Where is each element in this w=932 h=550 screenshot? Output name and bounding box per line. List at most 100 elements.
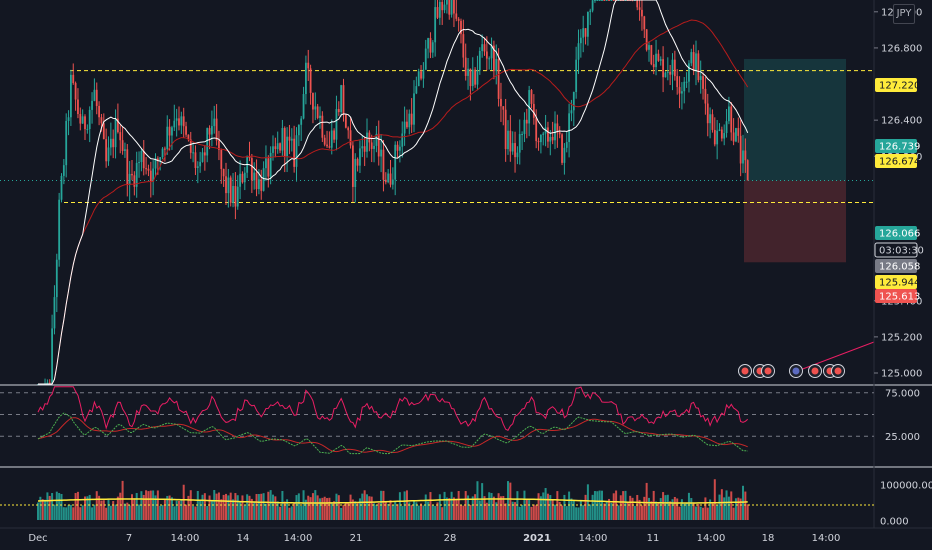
- volume-bar: [563, 494, 566, 520]
- volume-bar: [579, 500, 582, 520]
- candle-body: [84, 116, 86, 130]
- candle-body: [417, 71, 420, 87]
- volume-bar: [438, 494, 441, 520]
- candle-body: [321, 115, 324, 138]
- volume-bar: [79, 507, 82, 520]
- candle-body: [208, 128, 211, 135]
- candle-body: [234, 186, 237, 207]
- candle-body: [709, 114, 711, 124]
- candle-body: [450, 0, 453, 15]
- candle-body: [95, 89, 98, 106]
- volume-bar: [72, 507, 75, 520]
- volume-bar: [403, 491, 406, 520]
- volume-bar: [603, 503, 606, 520]
- candle-body: [133, 175, 136, 187]
- volume-bar: [410, 505, 413, 520]
- volume-bar: [586, 484, 589, 520]
- currency-label[interactable]: JPY: [893, 4, 915, 24]
- candle-body: [462, 34, 465, 58]
- volume-bar: [142, 494, 145, 520]
- event-flag-icon: [741, 367, 749, 375]
- candle-body: [610, 0, 613, 1]
- volume-bar: [286, 499, 289, 520]
- volume-bar: [467, 495, 470, 520]
- volume-bar: [74, 493, 77, 520]
- candle-body: [695, 53, 697, 71]
- volume-bar: [434, 505, 437, 520]
- volume-bar: [631, 497, 634, 520]
- candle-body: [657, 53, 660, 61]
- candle-body: [253, 172, 256, 181]
- price-tag-badge: [875, 275, 917, 289]
- candle-body: [415, 86, 418, 94]
- volume-bar: [744, 491, 747, 520]
- price-tag-label: 126.674: [879, 157, 920, 168]
- candle-body: [704, 88, 707, 104]
- candle-body: [572, 92, 575, 111]
- candle-body: [72, 74, 75, 84]
- candle-body: [295, 135, 298, 167]
- volume-bar: [225, 493, 227, 520]
- volume-bar: [114, 504, 117, 520]
- volume-bar: [119, 492, 122, 520]
- volume-bar: [253, 501, 256, 520]
- volume-bar: [44, 499, 47, 520]
- candle-body: [493, 45, 495, 72]
- volume-bar: [593, 491, 596, 520]
- candle-body: [603, 0, 606, 1]
- price-axis[interactable]: 127.600127.400127.000126.800126.400126.2…: [874, 0, 922, 380]
- candle-body: [671, 59, 674, 75]
- volume-bar: [311, 493, 314, 520]
- long-position-tool[interactable]: [744, 58, 846, 263]
- volume-bar: [185, 504, 188, 520]
- volume-bar: [163, 499, 166, 520]
- volume-bar: [257, 494, 260, 520]
- rsi-tick-label: 25.000: [885, 432, 920, 443]
- volume-bar: [577, 507, 580, 520]
- candle-body: [608, 0, 610, 1]
- volume-bar: [612, 493, 615, 520]
- price-tag-label: 125.944: [879, 278, 920, 289]
- candle-body: [540, 134, 542, 143]
- time-tick-label: 11: [647, 533, 660, 544]
- candle-body: [594, 0, 596, 1]
- candle-body: [349, 130, 352, 146]
- volume-bar: [666, 494, 669, 520]
- candle-body: [173, 120, 176, 128]
- volume-bar: [236, 495, 239, 520]
- candle-body: [293, 138, 296, 167]
- candle-body: [185, 126, 187, 135]
- volume-bar: [281, 490, 284, 520]
- candle-body: [488, 58, 491, 60]
- price-tag-label: 126.058: [879, 262, 920, 273]
- price-tag-label: 126.066: [879, 229, 920, 240]
- stochastic-d-line: [37, 417, 748, 454]
- price-tag-label: 126.739: [879, 142, 920, 153]
- volume-bar: [732, 507, 735, 520]
- candle-body: [62, 165, 65, 176]
- candle-body: [48, 382, 51, 384]
- candle-body: [485, 51, 488, 59]
- volume-bar: [601, 490, 603, 520]
- volume-bar: [344, 502, 347, 520]
- volume-bar: [537, 493, 540, 520]
- candle-body: [659, 59, 662, 61]
- volume-bar: [314, 490, 317, 520]
- candle-body: [382, 149, 385, 180]
- candle-body: [561, 134, 563, 163]
- volume-bar: [100, 500, 103, 520]
- volume-bar: [283, 501, 286, 520]
- candle-body: [735, 128, 737, 142]
- volume-bar: [678, 506, 681, 520]
- time-axis[interactable]: Dec 7 14:00 14 14:00 21 28 2021 14:00 11 14:00 18 14…: [28, 533, 840, 544]
- economic-events[interactable]: [738, 364, 845, 378]
- volume-bar: [220, 499, 223, 520]
- volume-bar: [234, 493, 237, 520]
- volume-bar: [58, 493, 61, 520]
- volume-bar: [626, 501, 629, 520]
- candle-body: [51, 328, 53, 384]
- candle-body: [420, 71, 422, 79]
- volume-bar: [640, 505, 643, 520]
- volume-bar: [718, 494, 721, 520]
